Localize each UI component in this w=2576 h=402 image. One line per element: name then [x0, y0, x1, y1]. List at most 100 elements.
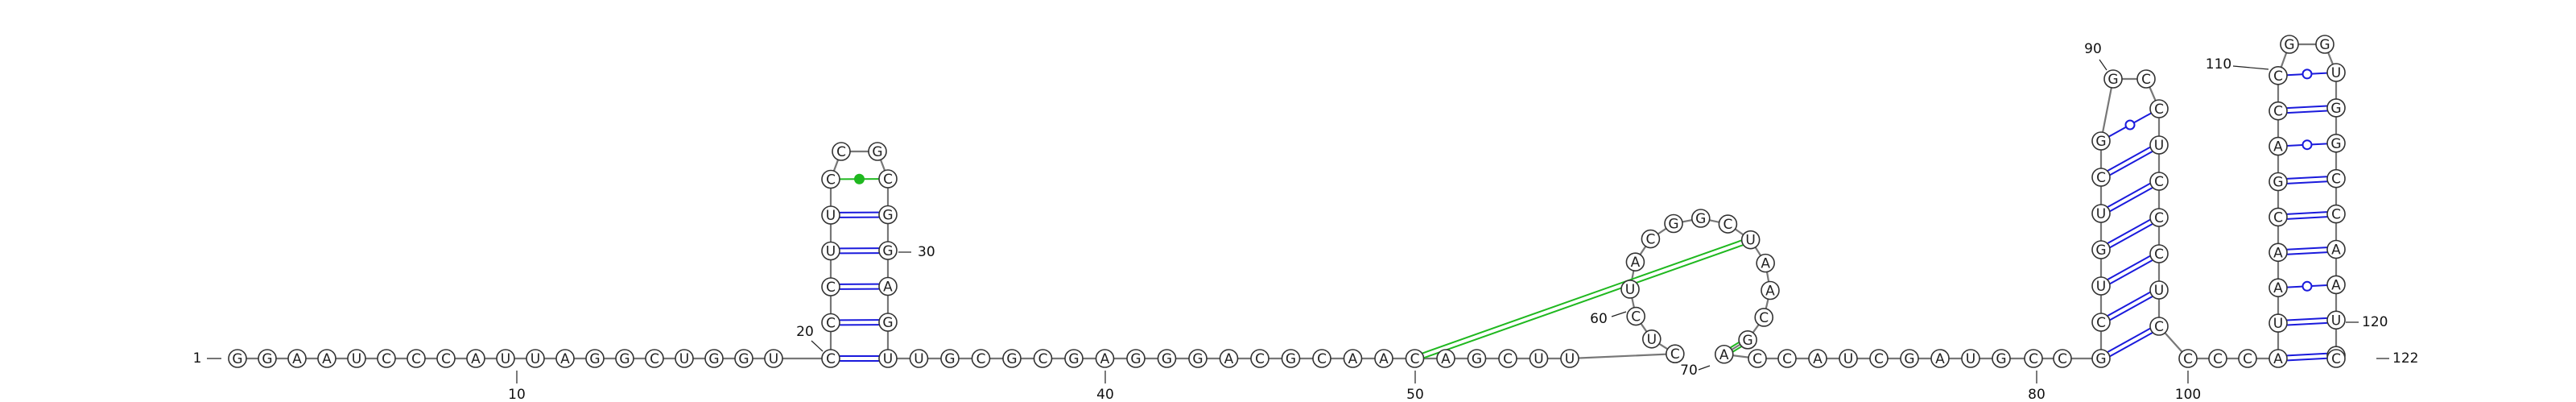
nucleotide-letter: A	[2273, 245, 2283, 261]
nucleotide-letter: A	[1224, 351, 1234, 367]
nucleotide-letter: U	[826, 208, 836, 224]
position-label-80: 80	[2028, 371, 2046, 402]
nucleotide-letter: C	[2213, 351, 2223, 367]
pair-marker	[854, 173, 865, 184]
nucleotide-letter: U	[1565, 351, 1575, 367]
nucleotide-113: G	[2326, 98, 2346, 118]
nucleotide-letter: G	[2095, 242, 2106, 259]
nucleotide-54: U	[1529, 349, 1549, 368]
nucleotide-66: A	[1756, 253, 1775, 273]
nucleotide-86: U	[2091, 204, 2111, 223]
nucleotide-letter: C	[382, 351, 391, 367]
nucleotide-8: C	[436, 349, 456, 368]
nucleotide-9: A	[466, 349, 485, 368]
nucleotide-letter: C	[2141, 72, 2151, 88]
base-pair-102-119	[2286, 317, 2328, 326]
nucleotide-61: C	[1641, 229, 1661, 249]
nucleotide-letter: C	[650, 351, 659, 367]
nucleotide-letter: U	[1966, 351, 1975, 367]
nucleotide-38: C	[1033, 349, 1053, 368]
nucleotide-letter: C	[1752, 351, 1762, 367]
nucleotide-letter: U	[2331, 313, 2341, 329]
nucleotide-letter: C	[2183, 351, 2193, 367]
nucleotide-39: G	[1064, 349, 1084, 368]
nucleotide-105: C	[2268, 207, 2288, 227]
nucleotide-letter: U	[352, 351, 361, 367]
nucleotide-letter: G	[1668, 216, 1678, 232]
nucleotide-letter: G	[2330, 136, 2341, 152]
nucleotide-letter: U	[1745, 233, 1755, 249]
nucleotide-letter: C	[883, 172, 893, 188]
nucleotide-29: G	[878, 205, 898, 225]
nucleotide-letter: A	[1719, 347, 1729, 363]
nucleotide-2: G	[258, 349, 277, 368]
svg-text:110: 110	[2206, 56, 2231, 73]
nucleotide-letter: G	[1130, 351, 1141, 367]
base-pair-layer	[839, 68, 2328, 362]
nucleotide-103: A	[2268, 278, 2288, 298]
nucleotide-letter: C	[836, 144, 846, 160]
nucleotide-81: C	[2053, 349, 2072, 368]
nucleotide-10: U	[496, 349, 515, 368]
nucleotide-106: G	[2268, 172, 2288, 192]
nucleotide-letter: G	[1068, 351, 1079, 367]
base-pair-20-33	[840, 355, 879, 362]
nucleotide-58: C	[1626, 306, 1645, 326]
nucleotide-91: C	[2149, 99, 2169, 118]
nucleotide-117: A	[2326, 239, 2346, 259]
nucleotide-26: C	[832, 142, 851, 161]
nucleotide-24: U	[821, 205, 840, 225]
base-pair-106-115	[2286, 176, 2328, 184]
nucleotide-letter: U	[1625, 282, 1635, 298]
nucleotide-letter: A	[2331, 277, 2341, 293]
nucleotide-letter: C	[1255, 351, 1265, 367]
nucleotide-23: U	[821, 241, 840, 261]
nucleotide-7: C	[407, 349, 426, 368]
position-label-50: 50	[1406, 371, 1424, 402]
nucleotide-letter: C	[1645, 232, 1655, 248]
nucleotide-43: G	[1188, 349, 1208, 368]
nucleotide-letter: A	[322, 351, 332, 367]
nucleotide-3: A	[287, 349, 307, 368]
nucleotide-62: G	[1664, 213, 1683, 234]
nucleotide-47: C	[1312, 349, 1331, 368]
base-pair-22-31	[839, 283, 880, 290]
nucleotide-37: G	[1002, 349, 1022, 368]
nucleotide-59: U	[1620, 280, 1640, 299]
nucleotide-letter: G	[589, 351, 600, 367]
nucleotide-46: G	[1281, 349, 1301, 368]
nucleotide-letter: G	[262, 351, 272, 367]
svg-text:10: 10	[508, 387, 526, 402]
svg-text:122: 122	[2392, 350, 2418, 367]
base-pair-88-91	[2108, 112, 2152, 138]
svg-text:60: 60	[1590, 311, 1608, 327]
nucleotide-112: U	[2326, 63, 2346, 82]
nucleotide-letter: A	[1441, 351, 1451, 367]
nucleotide-114: G	[2326, 134, 2346, 153]
nucleotide-48: A	[1343, 349, 1363, 368]
nucleotide-letter: U	[2331, 65, 2341, 81]
nucleotide-letter: G	[2319, 37, 2330, 53]
base-pair-103-118	[2286, 280, 2328, 292]
base-pair-107-114	[2286, 139, 2328, 151]
nucleotide-letter: C	[2331, 351, 2341, 367]
wobble-marker	[2124, 119, 2136, 131]
nucleotide-68: C	[1754, 308, 1774, 327]
nucleotide-letter: U	[1534, 351, 1543, 367]
base-pair-87-92	[2107, 146, 2153, 176]
nucleotide-letter: C	[976, 351, 986, 367]
nucleotide-100: C	[2238, 349, 2257, 368]
nucleotide-letter: A	[1765, 283, 1775, 299]
backbone-layer	[237, 43, 2338, 360]
nucleotide-121: C	[2326, 349, 2346, 368]
nucleotide-letter: C	[2096, 170, 2106, 186]
nucleotide-51: A	[1436, 349, 1455, 368]
nucleotide-letter: C	[441, 351, 451, 367]
nucleotide-84: U	[2091, 276, 2111, 296]
nucleotide-20: C	[821, 349, 840, 368]
nucleotide-96: U	[2149, 280, 2169, 300]
position-label-20: 20	[796, 324, 824, 352]
nucleotide-letter: C	[1038, 351, 1048, 367]
nucleotide-letter: C	[2273, 209, 2283, 226]
nucleotide-69: G	[1738, 330, 1757, 350]
